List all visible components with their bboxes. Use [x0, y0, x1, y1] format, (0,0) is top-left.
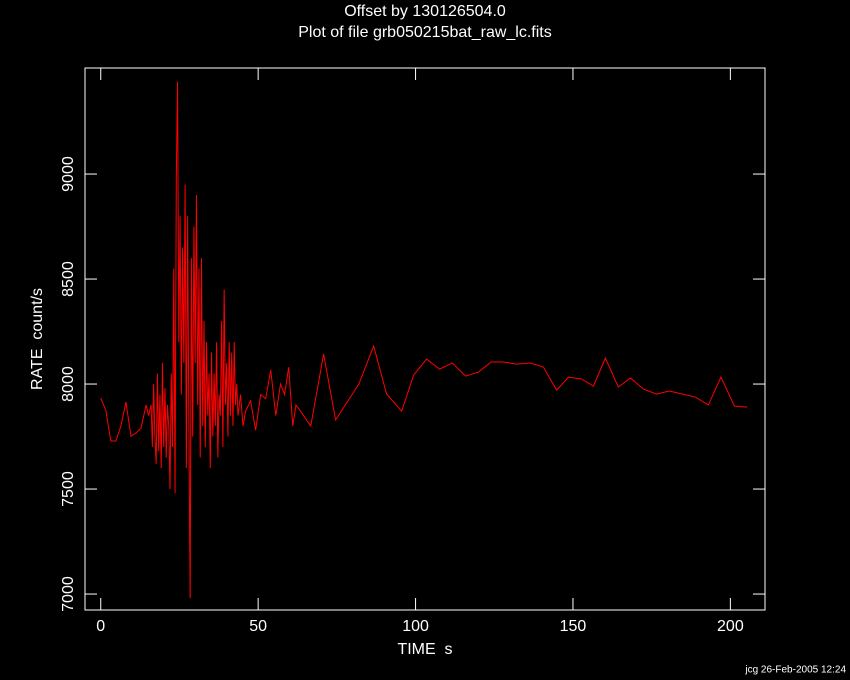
x-tick-label: 50 [249, 618, 267, 635]
x-tick-label: 200 [717, 618, 744, 635]
plot-frame [84, 67, 766, 611]
y-tick-label: 9000 [60, 156, 77, 192]
chart-subtitle: Plot of file grb050215bat_raw_lc.fits [298, 24, 551, 41]
y-tick-label: 7000 [60, 576, 77, 612]
chart-title: Offset by 130126504.0 [344, 3, 506, 20]
x-tick-label: 150 [560, 618, 587, 635]
y-tick-label: 7500 [60, 471, 77, 507]
x-tick-label: 100 [402, 618, 429, 635]
y-tick-label: 8000 [60, 366, 77, 402]
data-line [100, 81, 748, 599]
x-axis-label: TIME s [397, 641, 452, 658]
y-axis-label: RATE count/s [29, 288, 46, 390]
footer: jcg 26-Feb-2005 12:24 [744, 665, 846, 676]
y-tick-label: 8500 [60, 261, 77, 297]
x-tick-label: 0 [96, 618, 105, 635]
